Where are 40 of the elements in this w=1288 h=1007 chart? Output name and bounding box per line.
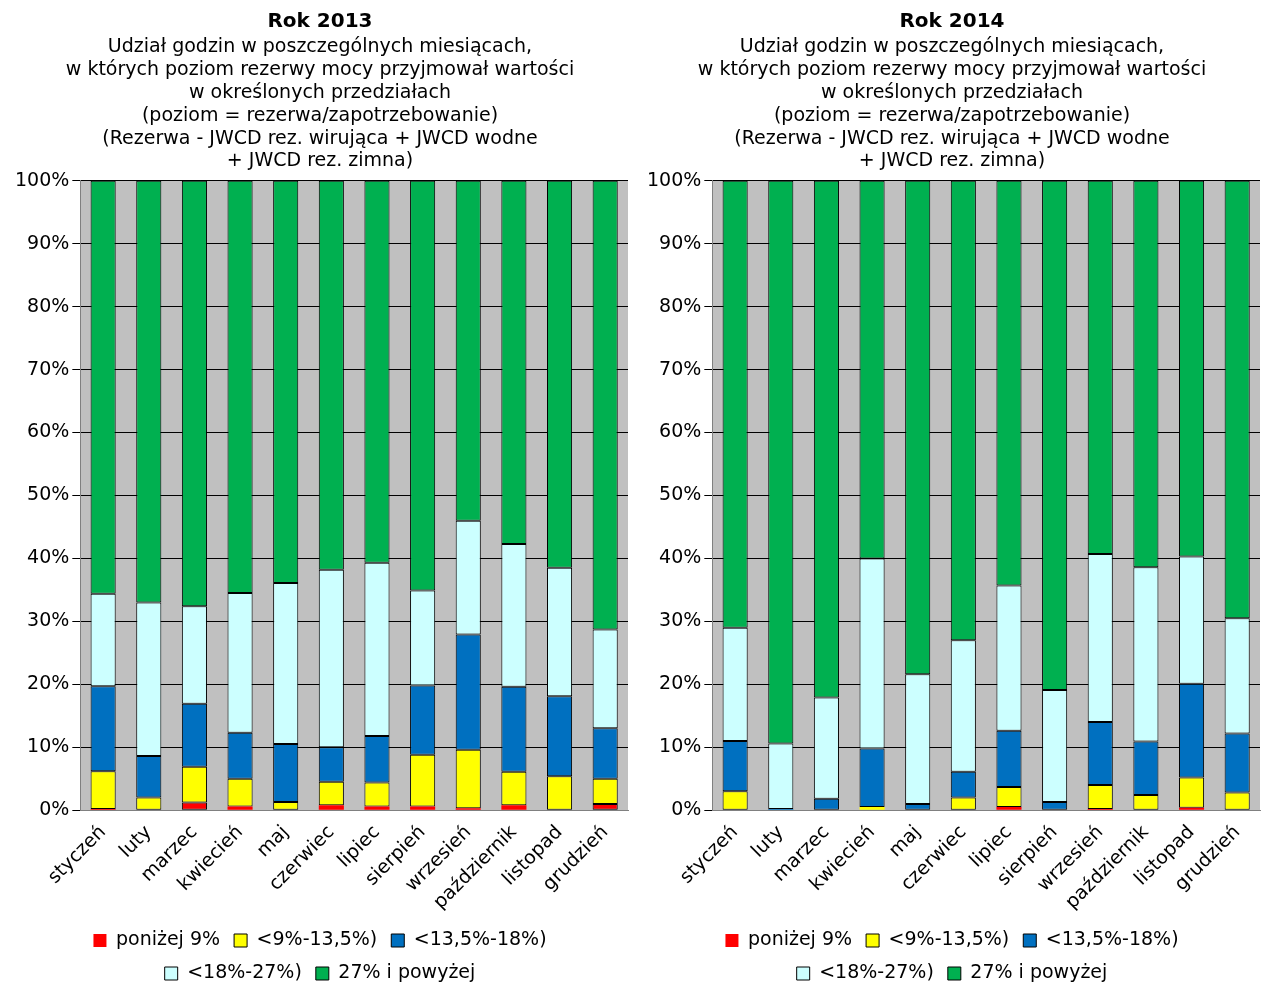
bar [859, 807, 885, 810]
y-tick-label: 0% [671, 797, 702, 820]
y-tick-label: 20% [27, 671, 70, 694]
y-tick-label: 80% [659, 293, 702, 316]
legend-label: <9%-13,5%) [256, 927, 378, 950]
legend-label: <18%-27%) [187, 960, 302, 983]
chart-title: Rok 2014 [899, 8, 1005, 33]
y-tick-label: 70% [659, 356, 702, 379]
legend-label: poniżej 9% [115, 927, 221, 950]
y-tick-label: 90% [659, 230, 702, 253]
legend-label: <13,5%-18%) [413, 927, 547, 950]
legend-label: poniżej 9% [747, 927, 853, 950]
y-tick-label: 20% [659, 671, 702, 694]
y-tick-label: 70% [27, 356, 70, 379]
y-tick-label: 60% [27, 419, 70, 442]
y-tick-label: 10% [27, 734, 70, 757]
y-tick-label: 10% [659, 734, 702, 757]
legend-label: <18%-27%) [819, 960, 934, 983]
legend-label: 27% i powyżej [338, 960, 476, 983]
bar [1178, 807, 1205, 810]
y-tick-label: 40% [27, 545, 70, 568]
legend-label: <9%-13,5%) [888, 927, 1010, 950]
y-tick-label: 50% [27, 482, 70, 505]
y-tick-label: 30% [659, 608, 702, 631]
y-tick-label: 0% [39, 797, 70, 820]
bar [501, 805, 527, 810]
y-tick-label: 40% [659, 545, 702, 568]
chart-title: Rok 2013 [267, 8, 373, 33]
bar [996, 807, 1022, 810]
bar [410, 806, 436, 810]
y-tick-label: 50% [659, 482, 702, 505]
y-tick-label: 30% [27, 608, 70, 631]
y-tick-label: 90% [27, 230, 70, 253]
legend-label: <13,5%-18%) [1045, 927, 1179, 950]
bar [318, 805, 344, 810]
legend-label: 27% i powyżej [970, 960, 1108, 983]
y-tick-label: 60% [659, 419, 702, 442]
y-tick-label: 80% [27, 293, 70, 316]
bar [364, 806, 390, 810]
bar [227, 806, 253, 810]
